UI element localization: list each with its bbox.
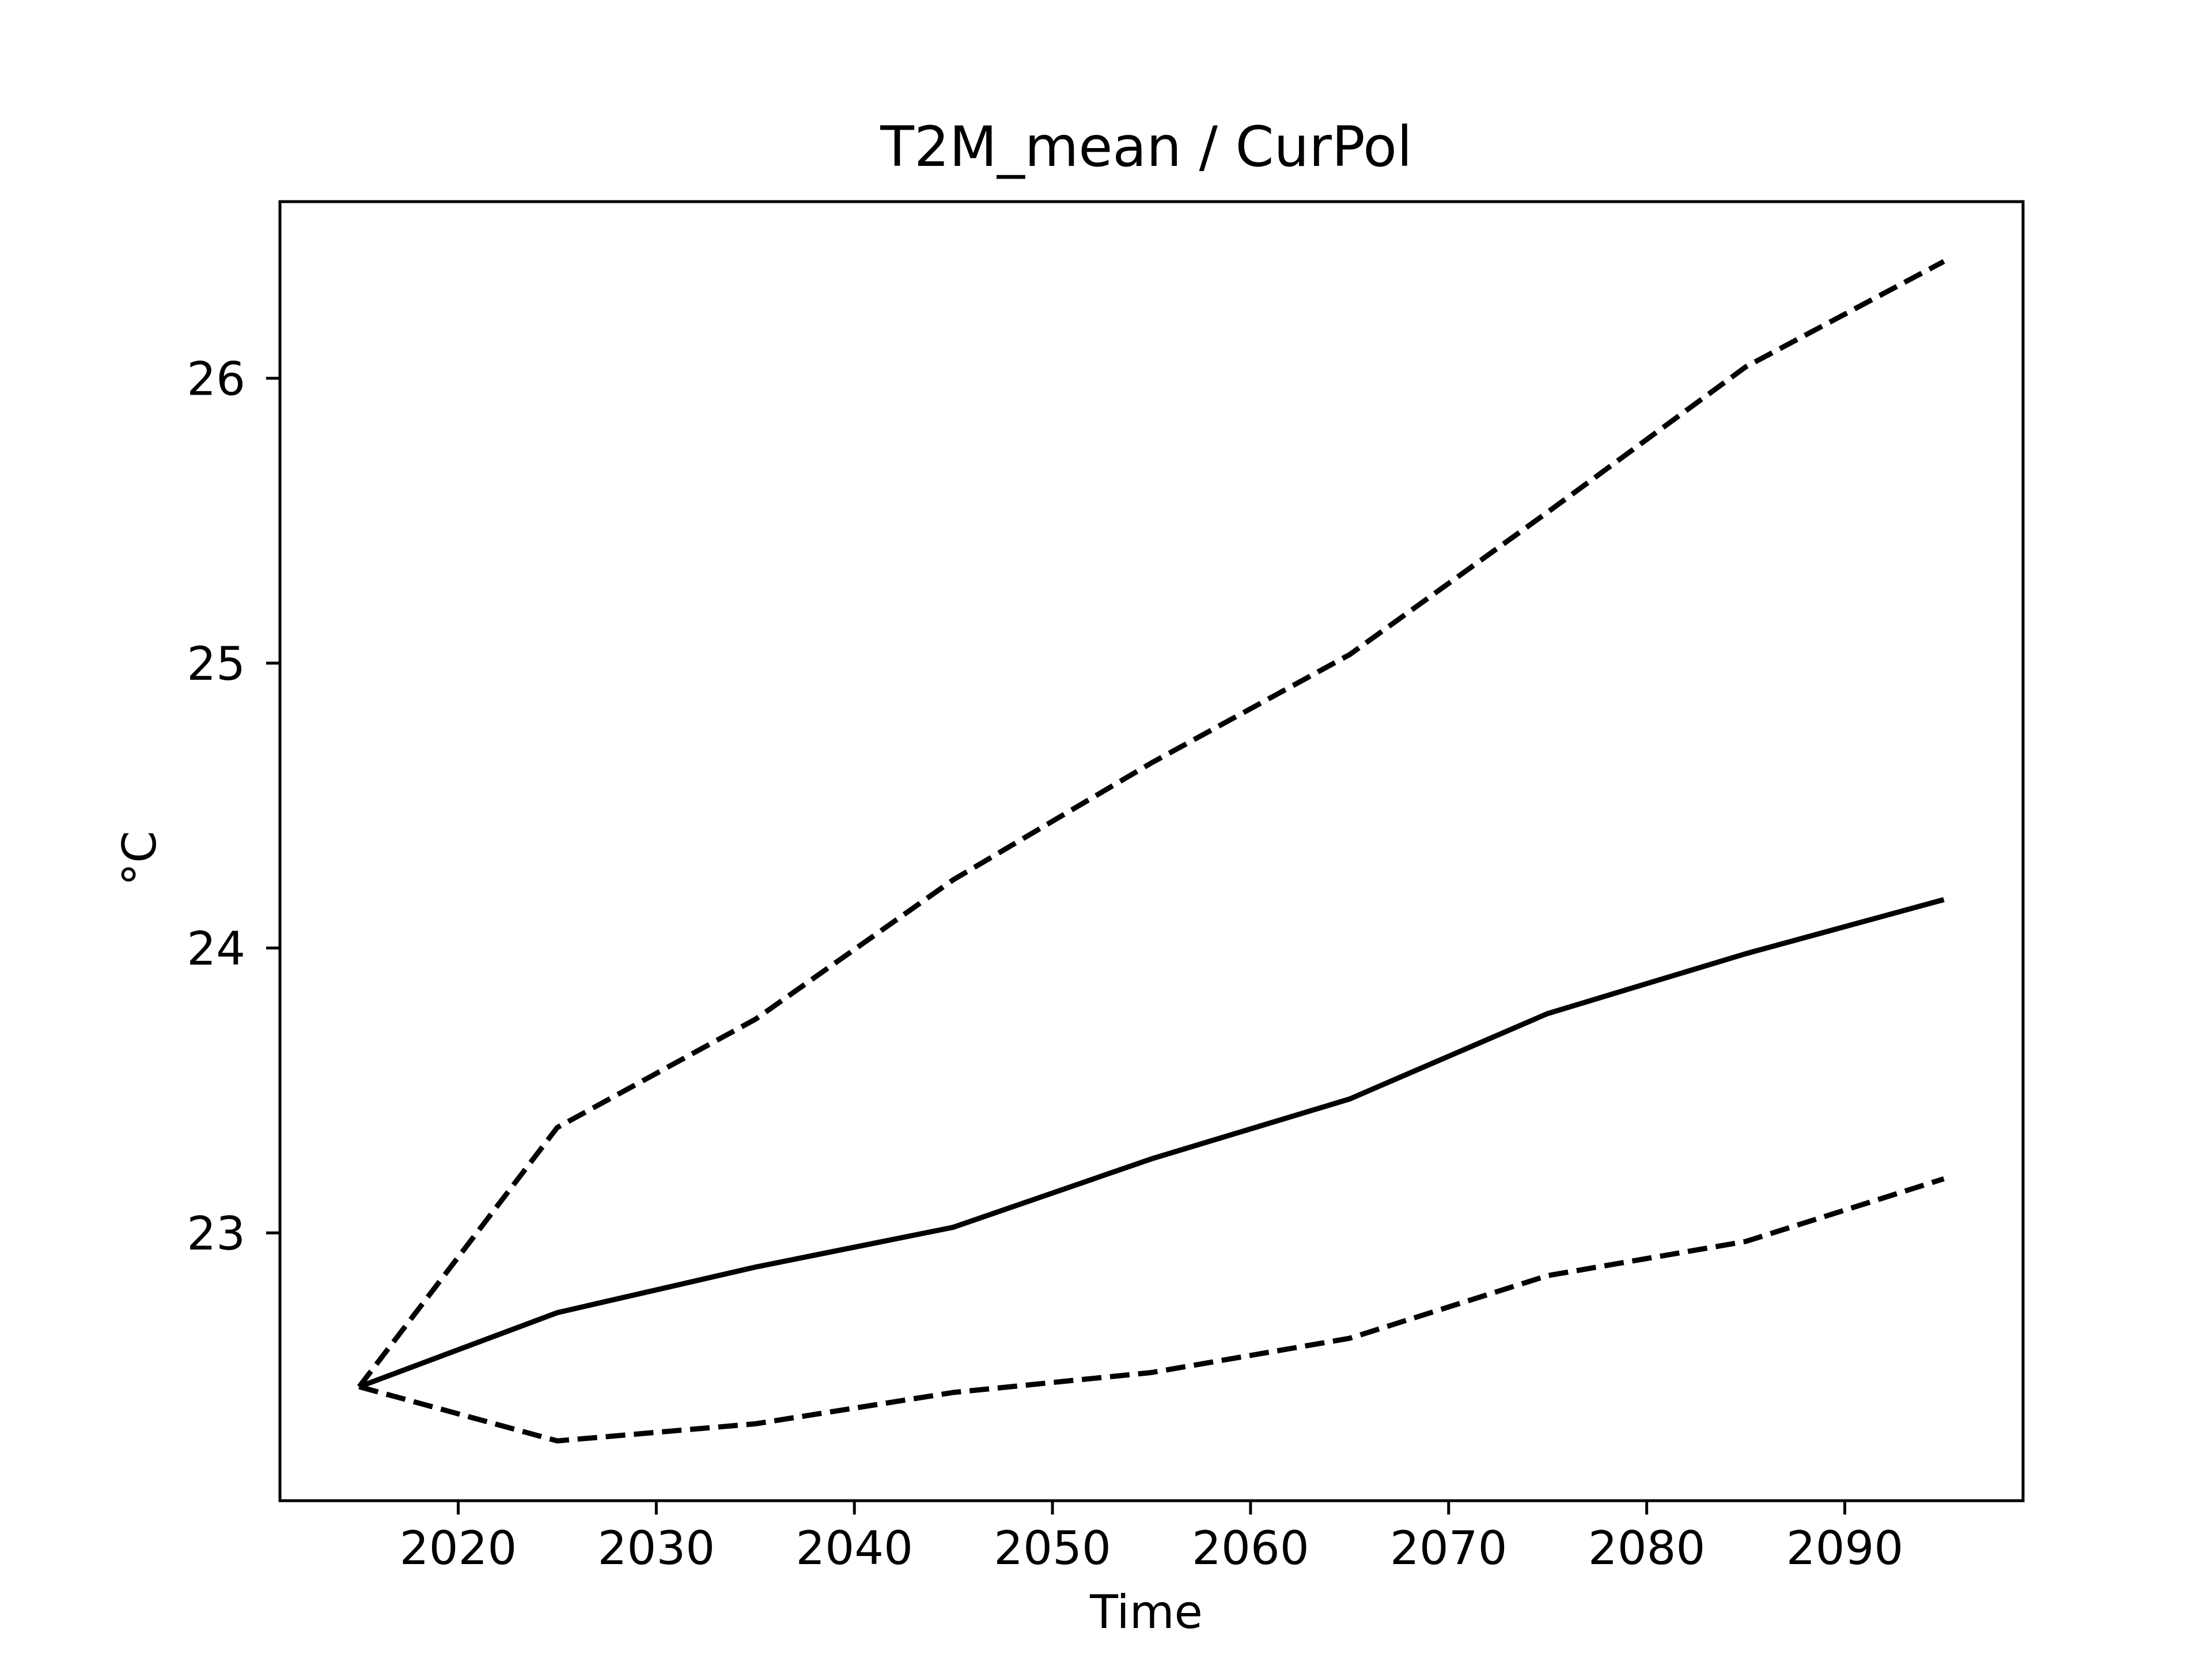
x-tick-label: 2080 (1588, 1521, 1706, 1575)
plot-layer (357, 259, 1945, 1444)
y-tick-label: 25 (187, 637, 245, 691)
x-tick-label: 2040 (796, 1521, 913, 1575)
x-axis-ticks: 2020 2030 2040 2050 2060 2070 2080 2090 (400, 1501, 1904, 1575)
series-line-upper (357, 259, 1945, 1388)
x-tick-label: 2050 (994, 1521, 1111, 1575)
x-tick-label: 2070 (1390, 1521, 1508, 1575)
y-tick-label: 24 (187, 922, 245, 976)
plot-frame (278, 200, 2025, 1502)
y-axis-ticks: 23 24 25 26 (187, 353, 280, 1260)
y-tick-label: 26 (187, 353, 245, 406)
x-tick-label: 2090 (1786, 1521, 1904, 1575)
x-axis-label: Time (1089, 1585, 1203, 1639)
series-line-lower (358, 1176, 1945, 1444)
x-tick-label: 2060 (1192, 1521, 1309, 1575)
x-tick-label: 2030 (598, 1521, 715, 1575)
x-tick-label: 2020 (400, 1521, 517, 1575)
series-line-mean (358, 897, 1945, 1390)
y-axis-label: °C (113, 831, 166, 886)
y-tick-label: 23 (187, 1207, 245, 1260)
chart-title: T2M_mean / CurPol (880, 115, 1412, 179)
